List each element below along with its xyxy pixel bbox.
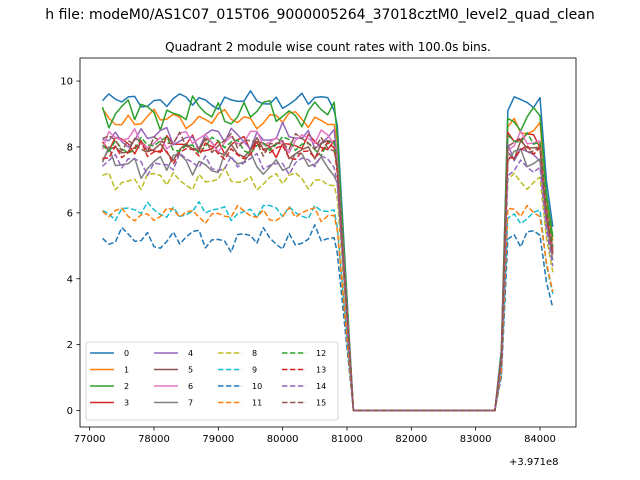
y-tick-label: 4 xyxy=(67,274,73,285)
x-tick-label: 83000 xyxy=(460,434,492,445)
legend-label-6: 6 xyxy=(188,382,193,391)
legend-label-9: 9 xyxy=(252,366,257,375)
legend-label-2: 2 xyxy=(124,382,129,391)
x-tick-label: 80000 xyxy=(267,434,299,445)
y-tick-label: 0 xyxy=(67,406,73,417)
legend-label-11: 11 xyxy=(252,399,262,408)
x-tick-label: 82000 xyxy=(395,434,427,445)
y-tick-label: 8 xyxy=(67,143,73,154)
series-line-9 xyxy=(102,200,554,412)
series-layer xyxy=(101,90,554,412)
legend-label-12: 12 xyxy=(316,349,326,358)
tick-layer: 77000 78000 79000 80000 81000 82000 83000 84000… xyxy=(60,77,556,445)
legend-label-14: 14 xyxy=(316,382,326,391)
legend-label-5: 5 xyxy=(188,366,193,375)
y-tick-label: 2 xyxy=(67,340,73,351)
plot-area: 77000 78000 79000 80000 81000 82000 83000 84000… xyxy=(60,57,577,445)
x-tick-label: 79000 xyxy=(202,434,234,445)
series-line-13 xyxy=(102,140,554,412)
legend-label-8: 8 xyxy=(252,349,257,358)
legend-label-1: 1 xyxy=(124,366,129,375)
x-tick-label: 77000 xyxy=(74,434,106,445)
x-offset-label: +3.971e8 xyxy=(509,457,559,468)
y-tick-label: 6 xyxy=(67,208,73,219)
legend-label-3: 3 xyxy=(124,399,129,408)
legend-label-13: 13 xyxy=(316,366,326,375)
legend-label-10: 10 xyxy=(252,382,262,391)
series-line-15 xyxy=(102,131,554,412)
x-tick-label: 78000 xyxy=(138,434,170,445)
figure-suptitle: h file: modeM0/AS1C07_015T06_9000005264_… xyxy=(45,7,594,23)
x-tick-label: 81000 xyxy=(331,434,363,445)
x-tick-label: 84000 xyxy=(524,434,556,445)
legend-label-7: 7 xyxy=(188,399,193,408)
legend-label-4: 4 xyxy=(188,349,193,358)
chart-title: Quadrant 2 module wise count rates with … xyxy=(165,40,491,54)
legend-box xyxy=(85,341,339,421)
legend-label-0: 0 xyxy=(124,349,129,358)
axes-frame xyxy=(79,57,577,428)
legend-label-15: 15 xyxy=(316,399,326,408)
y-tick-label: 10 xyxy=(60,77,73,88)
